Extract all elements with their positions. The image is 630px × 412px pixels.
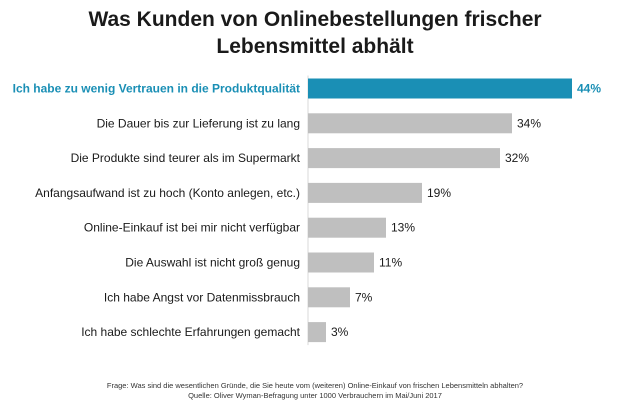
bar-6 <box>308 287 350 308</box>
value-label-0: 44% <box>577 82 601 96</box>
value-label-3: 19% <box>427 186 451 200</box>
bar-5 <box>308 252 374 273</box>
footnote-question: Frage: Was sind die wesentlichen Gründe,… <box>106 381 524 390</box>
bar-1 <box>308 113 512 134</box>
bar-2 <box>308 148 500 169</box>
bar-3 <box>308 182 422 203</box>
bar-7 <box>308 322 326 343</box>
category-label-0: Ich habe zu wenig Vertrauen in die Produ… <box>13 82 300 96</box>
value-label-1: 34% <box>517 116 541 130</box>
value-label-7: 3% <box>331 325 349 339</box>
value-label-5: 11% <box>379 256 402 270</box>
category-label-6: Ich habe Angst vor Datenmissbrauch <box>104 290 300 304</box>
category-label-1: Die Dauer bis zur Lieferung ist zu lang <box>97 116 300 130</box>
footnote-source: Quelle: Oliver Wyman-Befragung unter 100… <box>188 391 442 400</box>
bar-4 <box>308 217 386 238</box>
category-label-4: Online-Einkauf ist bei mir nicht verfügb… <box>84 221 300 235</box>
value-label-4: 13% <box>391 221 415 235</box>
footnote: Frage: Was sind die wesentlichen Gründe,… <box>0 381 630 401</box>
category-label-3: Anfangsaufwand ist zu hoch (Konto anlege… <box>35 186 300 200</box>
value-label-6: 7% <box>355 290 373 304</box>
bar-0 <box>308 78 572 99</box>
category-label-7: Ich habe schlechte Erfahrungen gemacht <box>81 325 300 339</box>
category-label-5: Die Auswahl ist nicht groß genug <box>125 256 300 270</box>
chart-title-line-2: Lebensmittel abhält <box>216 35 414 58</box>
value-label-2: 32% <box>505 151 529 165</box>
chart-title: Was Kunden von Onlinebestellungen frisch… <box>0 6 630 60</box>
category-label-2: Die Produkte sind teurer als im Supermar… <box>71 151 301 165</box>
chart-title-line-1: Was Kunden von Onlinebestellungen frisch… <box>88 8 542 31</box>
